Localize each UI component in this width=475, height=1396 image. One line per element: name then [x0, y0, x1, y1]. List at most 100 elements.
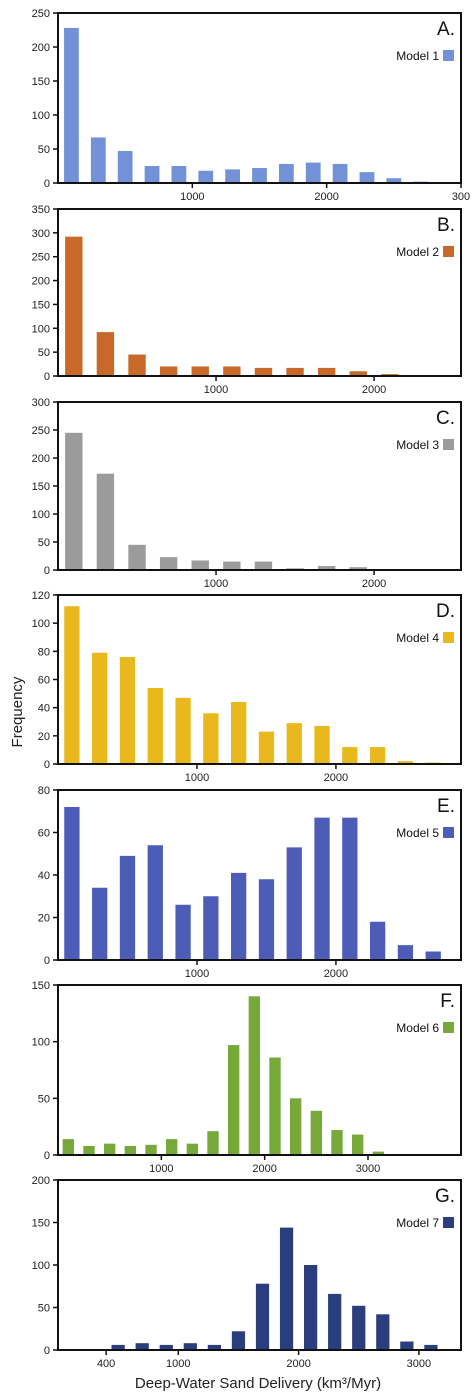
histogram-bar [171, 166, 187, 183]
histogram-bar [359, 172, 375, 183]
legend-swatch [443, 632, 454, 643]
histogram-bar [231, 872, 247, 961]
histogram-bar [223, 366, 241, 376]
y-tick-label: 20 [38, 731, 50, 743]
histogram-bar [227, 1045, 240, 1155]
y-tick-label: 0 [44, 955, 50, 967]
plot-frame [57, 401, 462, 571]
histogram-bar [159, 1344, 173, 1350]
x-tick-label: 1000 [204, 384, 228, 396]
histogram-bar [65, 236, 83, 376]
y-tick-label: 0 [44, 178, 50, 190]
y-tick-label: 50 [38, 1093, 50, 1105]
histogram-bar [254, 367, 273, 376]
y-tick-label: 100 [32, 1260, 50, 1272]
legend-label: Model 7 [396, 1216, 439, 1230]
histogram-bar [255, 1283, 270, 1350]
x-tick-label: 2000 [324, 968, 348, 980]
x-tick-label: 300 [452, 191, 470, 203]
x-tick-label: 1000 [180, 191, 204, 203]
histogram-bar [191, 560, 209, 570]
legend-swatch [443, 1217, 454, 1228]
y-tick-label: 100 [32, 323, 50, 335]
histogram-bar [65, 432, 83, 570]
legend-label: Model 2 [396, 245, 439, 259]
y-tick-label: 50 [38, 1303, 50, 1315]
legend-label: Model 6 [396, 1021, 439, 1035]
chart-panel-6: 0 50 100 150 1000 2000 3000 F.Model 6 [32, 980, 462, 1175]
x-tick-label: 2000 [362, 384, 386, 396]
legend-swatch [443, 439, 454, 450]
chart-panel-4: 0 20 40 60 80 100 120 1000 2000 D. Model 4 [32, 590, 462, 784]
histogram-bar [352, 1305, 366, 1350]
histogram-bar [369, 921, 386, 960]
histogram-bar [175, 697, 191, 764]
x-tick-label: 1000 [185, 968, 209, 980]
y-tick-label: 300 [32, 397, 50, 409]
y-tick-label: 250 [32, 425, 50, 437]
panel-letter: F. [440, 991, 455, 1012]
panel-letter: E. [437, 796, 455, 817]
histogram-bar [92, 887, 108, 960]
y-tick-label: 150 [32, 481, 50, 493]
y-tick-label: 80 [38, 785, 50, 797]
y-tick-label: 120 [32, 590, 50, 602]
y-tick-label: 100 [32, 110, 50, 122]
panel-letter: A. [437, 19, 455, 40]
histogram-bar [165, 1139, 178, 1155]
histogram-bar [286, 723, 302, 764]
x-axis-label: Deep-Water Sand Delivery (km³/Myr) [135, 1375, 381, 1392]
chart-panel-7: 0 50 100 150 200 400 1000 2000 3000 G. Model 7 [32, 1175, 462, 1370]
histogram-bar [351, 1134, 364, 1155]
histogram-bar [258, 879, 275, 960]
x-tick-label: 1000 [166, 1358, 190, 1370]
histogram-bar [144, 166, 160, 183]
histogram-bar [286, 847, 302, 961]
histogram-bar [186, 1143, 199, 1155]
y-tick-label: 60 [38, 828, 50, 840]
histogram-bar [248, 996, 261, 1155]
histogram-bar [342, 747, 358, 764]
histogram-bar [279, 1227, 294, 1350]
histogram-bar [83, 1145, 95, 1155]
legend-label: Model 5 [396, 826, 439, 840]
y-tick-label: 0 [44, 1150, 50, 1162]
histogram-bar [425, 951, 441, 960]
y-tick-label: 350 [32, 204, 50, 216]
histogram-bar [135, 1343, 149, 1350]
histogram-bar [191, 366, 209, 376]
y-tick-label: 50 [38, 347, 50, 359]
legend-swatch [443, 246, 454, 257]
chart-panel-2: 0 50 100 150 200 250 300 350 1000 2000 B. Model 2 [32, 204, 462, 396]
histogram-bar [372, 1151, 385, 1155]
x-tick-label: 1000 [149, 1163, 173, 1175]
histogram-bar [103, 1143, 116, 1155]
legend-label: Model 1 [396, 49, 439, 63]
histogram-bar [223, 561, 241, 570]
y-tick-label: 150 [32, 76, 50, 88]
histogram-bar [175, 904, 191, 960]
y-tick-label: 40 [38, 703, 50, 715]
panel-letter: B. [437, 215, 455, 236]
histogram-bar [278, 163, 294, 183]
chart-panel-5: 0 20 40 60 80 1000 2000 E. Model 5 [38, 785, 462, 980]
legend-swatch [443, 50, 454, 61]
histogram-bar [424, 1344, 438, 1350]
chart-panel-3: 0 50 100 150 200 250 300 1000 2000 C. Model 3 [32, 397, 462, 590]
histogram-bar [328, 1293, 342, 1350]
histogram-bar [225, 169, 241, 183]
histogram-bar [119, 656, 136, 764]
panel-letter: G. [435, 1186, 455, 1207]
histogram-bar [332, 163, 348, 183]
histogram-bar [96, 332, 115, 376]
legend-label: Model 4 [396, 631, 439, 645]
histogram-bar [64, 807, 80, 960]
histogram-bar [349, 371, 367, 376]
histogram-bar [159, 557, 178, 570]
x-tick-label: 2000 [314, 191, 338, 203]
x-tick-label: 2000 [252, 1163, 276, 1175]
histogram-bar [124, 1145, 137, 1155]
y-tick-label: 100 [32, 1037, 50, 1049]
histogram-bar [92, 652, 108, 764]
